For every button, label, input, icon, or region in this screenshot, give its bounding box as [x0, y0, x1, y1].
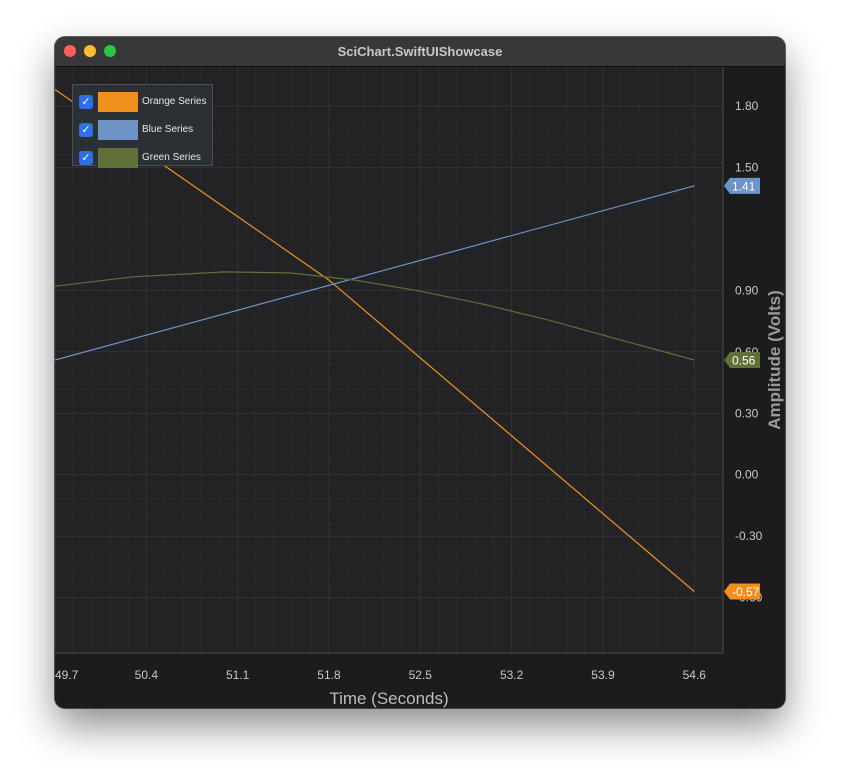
last-value-label-blue-series: 1.41 [732, 179, 756, 193]
x-tick-label: 50.4 [135, 668, 159, 682]
legend-label-orange-series: Orange Series [142, 96, 207, 107]
legend-swatch-orange-series [98, 92, 138, 112]
last-value-label-green-series: 0.56 [732, 354, 756, 368]
chart-legend: ✓ Orange Series ✓ Blue Series ✓ Green Se… [72, 84, 213, 168]
legend-item-green-series[interactable]: ✓ Green Series [79, 148, 211, 168]
last-value-marker-green-series [724, 352, 760, 368]
window-title: SciChart.SwiftUIShowcase [337, 44, 503, 59]
y-tick-label: 0.90 [735, 283, 759, 297]
close-window-button[interactable] [64, 45, 76, 57]
x-tick-label: 54.6 [683, 668, 707, 682]
y-tick-label: 1.80 [735, 99, 759, 113]
x-tick-label: 53.2 [500, 668, 524, 682]
series-line-green-series [55, 271, 695, 361]
legend-checkbox-orange-series[interactable]: ✓ [79, 95, 93, 109]
y-tick-label: -0.30 [735, 529, 763, 543]
legend-swatch-green-series [98, 148, 138, 168]
legend-swatch-blue-series [98, 120, 138, 140]
zoom-window-button[interactable] [104, 45, 116, 57]
y-tick-label: 1.50 [735, 160, 759, 174]
last-value-marker-orange-series [724, 583, 760, 600]
last-value-label-orange-series: -0.57 [732, 585, 760, 599]
x-tick-label: 51.8 [317, 668, 341, 682]
legend-item-orange-series[interactable]: ✓ Orange Series [79, 92, 211, 112]
legend-label-green-series: Green Series [142, 152, 201, 163]
legend-checkbox-green-series[interactable]: ✓ [79, 151, 93, 165]
series-line-blue-series [55, 185, 695, 361]
x-tick-label: 49.7 [55, 668, 79, 682]
y-axis-title: Amplitude (Volts) [765, 290, 784, 429]
legend-item-blue-series[interactable]: ✓ Blue Series [79, 120, 211, 140]
x-tick-label: 53.9 [591, 668, 615, 682]
legend-label-blue-series: Blue Series [142, 124, 194, 135]
y-tick-label: 0.00 [735, 468, 759, 482]
app-window: SciChart.SwiftUIShowcase 1.80 1.50 0.90 0.6… [55, 37, 785, 708]
x-tick-label: 52.5 [409, 668, 433, 682]
line-chart[interactable]: 1.801.500.900.600.300.00-0.30-0.6049.750… [55, 67, 785, 708]
minimize-window-button[interactable] [84, 45, 96, 57]
x-axis-title: Time (Seconds) [329, 689, 448, 708]
title-bar: SciChart.SwiftUIShowcase [55, 37, 785, 67]
y-tick-label: 0.30 [735, 406, 759, 420]
last-value-marker-blue-series [724, 177, 760, 194]
x-tick-label: 51.1 [226, 668, 250, 682]
legend-checkbox-blue-series[interactable]: ✓ [79, 123, 93, 137]
